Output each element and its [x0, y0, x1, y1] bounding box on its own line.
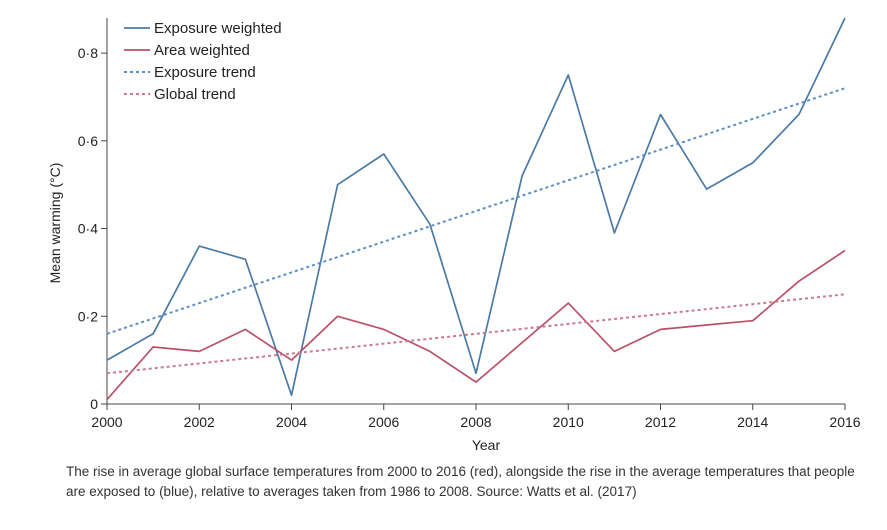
x-tick-label: 2014 — [737, 414, 768, 430]
legend-label: Exposure trend — [154, 64, 256, 81]
y-tick-label: 0·6 — [78, 133, 98, 149]
legend-label: Global trend — [154, 86, 236, 103]
y-tick-label: 0·2 — [78, 308, 98, 324]
x-tick-label: 2012 — [645, 414, 676, 430]
x-tick-label: 2010 — [553, 414, 584, 430]
x-tick-label: 2002 — [184, 414, 215, 430]
x-tick-label: 2008 — [460, 414, 491, 430]
warming-chart: 2000 2002 2004 2006 2008 2010 2012 2014 2016 0 0·2… — [47, 17, 861, 453]
x-tick-label: 2006 — [368, 414, 399, 430]
legend: Exposure weighted Area weighted Exposure t… — [124, 20, 282, 103]
x-tick-label: 2004 — [276, 414, 307, 430]
axes: 2000 2002 2004 2006 2008 2010 2012 2014 2016 0 0·2… — [78, 18, 861, 430]
y-axis-title: Mean warming (°C) — [47, 163, 63, 284]
y-tick-label: 0·8 — [78, 45, 98, 61]
series-line-3 — [106, 87, 846, 335]
legend-label: Exposure weighted — [154, 20, 282, 37]
legend-label: Area weighted — [154, 42, 250, 59]
x-axis-title: Year — [472, 437, 501, 453]
series-line-4 — [106, 293, 846, 375]
series-group — [106, 17, 846, 401]
figure-caption: The rise in average global surface tempe… — [66, 464, 855, 499]
y-tick-label: 0 — [90, 396, 98, 412]
y-tick-label: 0·4 — [78, 221, 98, 237]
x-tick-label: 2016 — [829, 414, 860, 430]
series-line-1 — [106, 17, 846, 397]
series-line-2 — [106, 249, 846, 401]
x-tick-label: 2000 — [91, 414, 122, 430]
